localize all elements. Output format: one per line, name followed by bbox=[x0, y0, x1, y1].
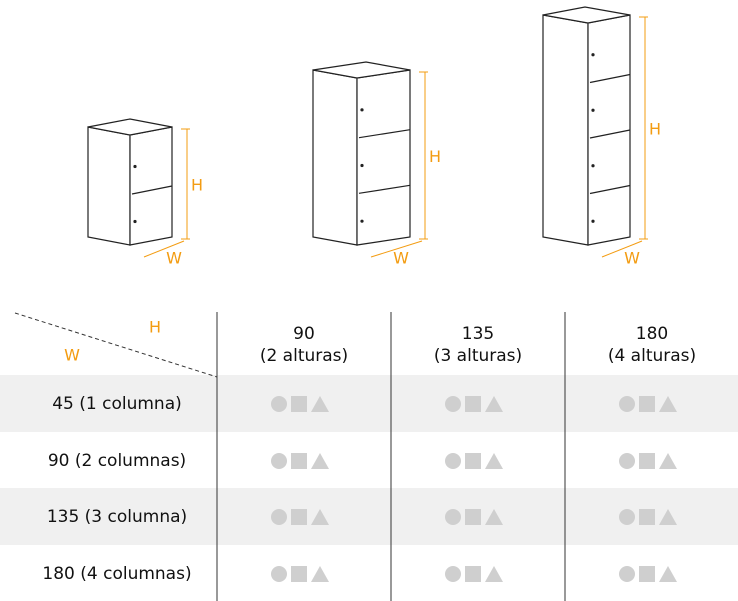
width-label: W bbox=[624, 249, 640, 268]
cabinet-side bbox=[312, 69, 358, 246]
row-background bbox=[0, 375, 738, 432]
icon-square bbox=[291, 396, 307, 412]
icon-square bbox=[639, 396, 655, 412]
icon-triangle bbox=[311, 566, 329, 582]
cabinet-side bbox=[542, 14, 589, 246]
door-knob bbox=[591, 164, 595, 168]
icon-circle bbox=[271, 453, 287, 469]
icon-circle bbox=[271, 396, 287, 412]
icon-triangle bbox=[659, 453, 677, 469]
icon-square bbox=[639, 566, 655, 582]
corner-diagonal bbox=[14, 312, 218, 378]
icon-square bbox=[465, 396, 481, 412]
icon-triangle bbox=[659, 509, 677, 525]
corner-w: W bbox=[64, 346, 80, 365]
door-knob bbox=[360, 219, 364, 223]
height-label: H bbox=[191, 176, 203, 195]
icon-circle bbox=[619, 566, 635, 582]
row-background bbox=[0, 488, 738, 545]
door-gap bbox=[589, 184, 631, 195]
door-knob bbox=[591, 53, 595, 57]
cabinet-top bbox=[312, 61, 411, 79]
door-gap bbox=[358, 129, 411, 139]
cabinet-front bbox=[356, 69, 411, 246]
door-knob bbox=[591, 219, 595, 223]
icon-triangle bbox=[485, 396, 503, 412]
icon-square bbox=[639, 509, 655, 525]
cabinet-top bbox=[542, 6, 631, 24]
cabinet bbox=[312, 61, 428, 258]
icon-circle bbox=[619, 396, 635, 412]
icon-triangle bbox=[485, 566, 503, 582]
icon-circle bbox=[271, 509, 287, 525]
door-gap bbox=[589, 73, 631, 84]
icon-circle bbox=[271, 566, 287, 582]
icon-square bbox=[465, 509, 481, 525]
column-levels: (3 alturas) bbox=[434, 346, 522, 366]
icon-circle bbox=[619, 453, 635, 469]
cabinet-front bbox=[587, 14, 631, 246]
icon-triangle bbox=[485, 509, 503, 525]
icon-square bbox=[465, 566, 481, 582]
door-knob bbox=[591, 108, 595, 112]
height-label: H bbox=[429, 147, 441, 166]
column-levels: (2 alturas) bbox=[260, 346, 348, 366]
row-label: 45 (1 columna) bbox=[52, 394, 182, 414]
column-levels: (4 alturas) bbox=[608, 346, 696, 366]
icon-square bbox=[291, 453, 307, 469]
column-height: 180 bbox=[636, 324, 668, 344]
icon-triangle bbox=[485, 453, 503, 469]
cabinet bbox=[542, 6, 648, 258]
icon-circle bbox=[445, 396, 461, 412]
cabinet-side bbox=[87, 126, 131, 246]
row-label: 180 (4 columnas) bbox=[42, 564, 191, 584]
cabinet bbox=[87, 118, 190, 258]
icon-circle bbox=[445, 509, 461, 525]
door-knob bbox=[360, 163, 364, 168]
column-height: 135 bbox=[462, 324, 494, 344]
icon-triangle bbox=[311, 509, 329, 525]
door-knob bbox=[360, 108, 364, 112]
width-label: W bbox=[166, 249, 182, 268]
door-knob bbox=[133, 219, 137, 224]
width-label: W bbox=[393, 249, 409, 268]
column-height: 90 bbox=[293, 324, 315, 344]
icon-circle bbox=[619, 509, 635, 525]
cabinet-front bbox=[129, 126, 173, 246]
door-gap bbox=[131, 185, 173, 195]
width-dimension bbox=[601, 240, 643, 258]
icon-circle bbox=[445, 566, 461, 582]
width-dimension bbox=[370, 240, 423, 258]
row-label: 135 (3 columna) bbox=[47, 507, 187, 527]
door-knob bbox=[133, 164, 137, 169]
icon-square bbox=[291, 566, 307, 582]
door-gap bbox=[589, 129, 631, 139]
icon-triangle bbox=[311, 396, 329, 412]
icon-triangle bbox=[311, 453, 329, 469]
icon-triangle bbox=[659, 566, 677, 582]
icon-square bbox=[465, 453, 481, 469]
width-dimension bbox=[143, 240, 185, 258]
icon-square bbox=[291, 509, 307, 525]
icon-triangle bbox=[659, 396, 677, 412]
icon-circle bbox=[445, 453, 461, 469]
cabinet-top bbox=[87, 118, 173, 136]
row-label: 90 (2 columnas) bbox=[48, 451, 186, 471]
door-gap bbox=[358, 184, 411, 194]
height-label: H bbox=[649, 120, 661, 139]
corner-h: H bbox=[149, 318, 161, 337]
icon-square bbox=[639, 453, 655, 469]
